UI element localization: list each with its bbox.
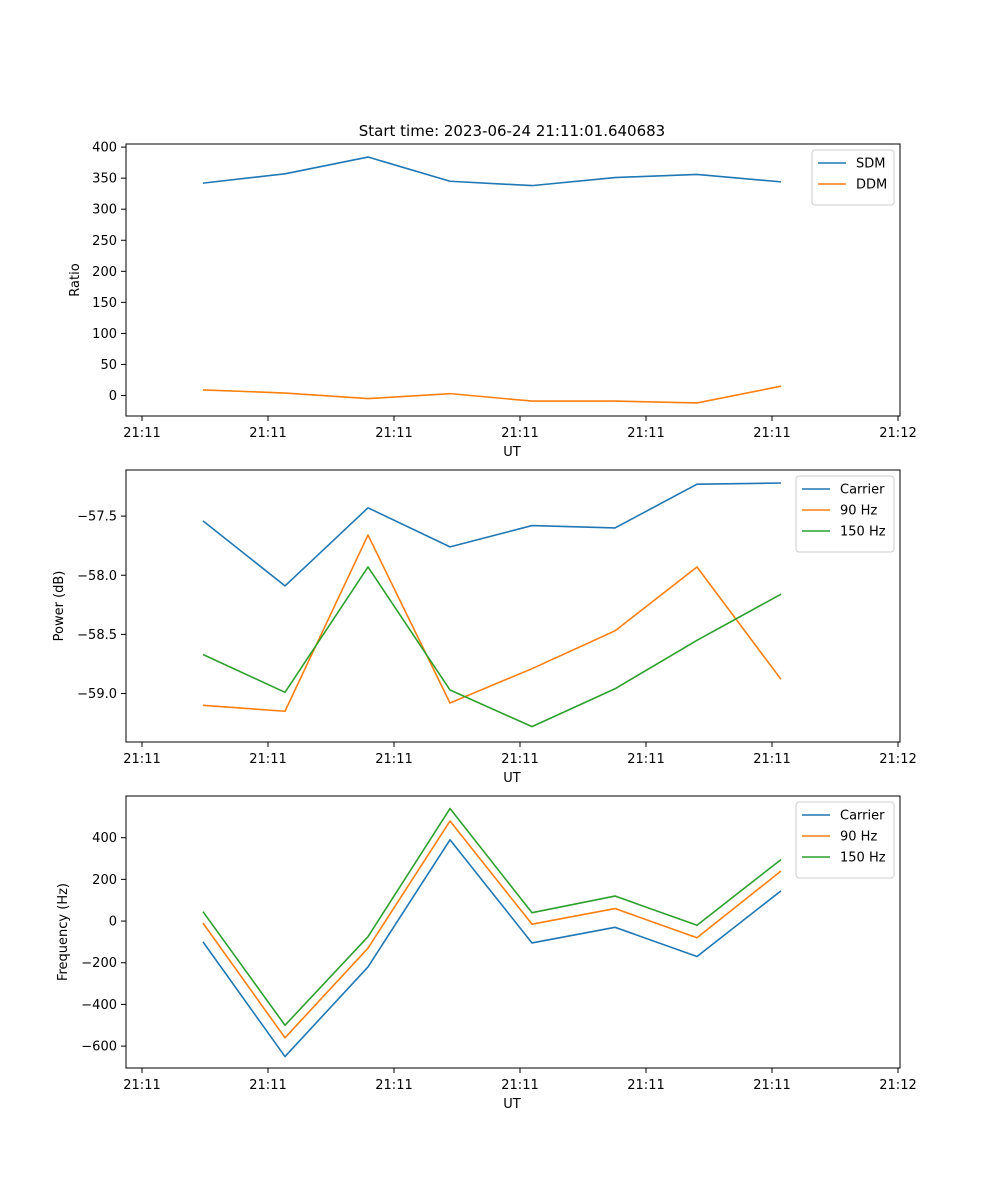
x-tick-label: 21:11 <box>123 1078 160 1093</box>
x-tick-label: 21:11 <box>249 1078 286 1093</box>
figure-title: Start time: 2023-06-24 21:11:01.640683 <box>359 122 665 140</box>
y-tick-label: −58.0 <box>77 569 117 584</box>
series-line-2 <box>202 820 782 1039</box>
y-axis-label: Frequency (Hz) <box>56 883 71 981</box>
legend-box <box>795 801 895 879</box>
legend: Carrier 90 Hz 150 Hz <box>795 801 895 879</box>
y-tick-label: 100 <box>92 327 117 342</box>
x-tick-label: 21:11 <box>375 426 412 441</box>
legend-label: Carrier <box>840 809 885 824</box>
y-tick-label: 300 <box>92 203 117 218</box>
y-tick-label: 200 <box>92 873 117 888</box>
x-tick-label: 21:11 <box>249 426 286 441</box>
y-tick-label: 0 <box>109 915 117 930</box>
x-tick-label: 21:11 <box>375 1078 412 1093</box>
x-axis-label: UT <box>503 1097 521 1112</box>
y-tick-label: 50 <box>100 358 117 373</box>
y-axis-label: Ratio <box>68 263 83 296</box>
x-tick-label: 21:11 <box>123 752 160 767</box>
x-tick-label: 21:11 <box>249 752 286 767</box>
x-tick-label: 21:11 <box>753 426 790 441</box>
series-line-1 <box>202 482 782 587</box>
legend-label: 90 Hz <box>840 504 877 519</box>
x-tick-label: 21:11 <box>753 752 790 767</box>
y-tick-label: 250 <box>92 234 117 249</box>
y-tick-label: 400 <box>92 141 117 156</box>
legend-label: SDM <box>856 157 885 172</box>
chart-panel-3: 21:11 21:11 21:11 21:11 21:11 21:11 21:12 UT −60… <box>56 795 917 1112</box>
y-tick-label: −600 <box>81 1040 117 1055</box>
legend-box <box>795 475 895 553</box>
y-tick-label: −400 <box>81 998 117 1013</box>
x-axis-label: UT <box>503 445 521 460</box>
y-tick-label: 200 <box>92 265 117 280</box>
legend-label: 90 Hz <box>840 830 877 845</box>
series-line-3 <box>202 807 782 1027</box>
plot-area-frame <box>125 143 901 417</box>
x-tick-label: 21:11 <box>375 752 412 767</box>
y-tick-label: 0 <box>109 389 117 404</box>
series-line-1 <box>202 156 782 187</box>
x-tick-label: 21:11 <box>501 1078 538 1093</box>
series-line-3 <box>202 566 782 728</box>
legend: Carrier 90 Hz 150 Hz <box>795 475 895 553</box>
charts-container: 21:11 21:11 21:11 21:11 21:11 21:11 21:12 UT 0 50… <box>52 141 917 1112</box>
plot-area-frame <box>125 469 901 743</box>
y-tick-label: 350 <box>92 172 117 187</box>
series-line-2 <box>202 534 782 713</box>
y-tick-label: −57.5 <box>77 510 117 525</box>
legend-label: Carrier <box>840 483 885 498</box>
y-axis-label: Power (dB) <box>52 571 67 642</box>
x-tick-label: 21:11 <box>753 1078 790 1093</box>
x-tick-label: 21:12 <box>879 752 916 767</box>
legend: SDM DDM <box>811 149 895 206</box>
x-axis-label: UT <box>503 771 521 786</box>
series-line-2 <box>202 385 782 404</box>
chart-panel-2: 21:11 21:11 21:11 21:11 21:11 21:11 21:12 UT −59… <box>52 469 917 786</box>
plot-area-frame <box>125 795 901 1069</box>
x-tick-label: 21:11 <box>627 1078 664 1093</box>
x-tick-label: 21:11 <box>501 752 538 767</box>
x-tick-label: 21:11 <box>123 426 160 441</box>
legend-label: 150 Hz <box>840 851 886 866</box>
legend-label: DDM <box>856 178 887 193</box>
x-tick-label: 21:12 <box>879 426 916 441</box>
x-tick-label: 21:11 <box>627 752 664 767</box>
y-tick-label: −200 <box>81 956 117 971</box>
y-tick-label: −59.0 <box>77 687 117 702</box>
y-tick-label: −58.5 <box>77 628 117 643</box>
x-tick-label: 21:11 <box>501 426 538 441</box>
x-tick-label: 21:12 <box>879 1078 916 1093</box>
y-tick-label: 150 <box>92 296 117 311</box>
chart-panel-1: 21:11 21:11 21:11 21:11 21:11 21:11 21:12 UT 0 50… <box>68 141 917 460</box>
x-tick-label: 21:11 <box>627 426 664 441</box>
y-tick-label: 400 <box>92 831 117 846</box>
legend-label: 150 Hz <box>840 525 886 540</box>
series-line-1 <box>202 838 782 1058</box>
